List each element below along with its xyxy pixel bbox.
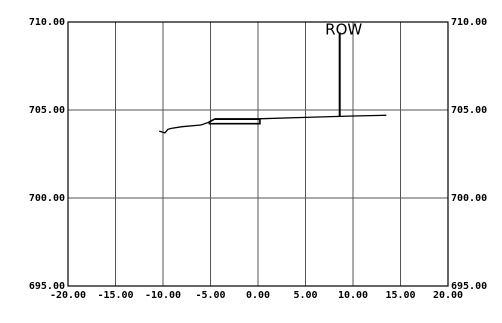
plot-frame — [67, 21, 449, 287]
x-tick-label-4: 0.00 — [246, 290, 270, 301]
y-tick-label-left-1: 700.00 — [29, 193, 65, 204]
x-tick-label-2: -10.00 — [145, 290, 181, 301]
annotations: ROW — [325, 21, 362, 118]
x-tick-label-8: 20.00 — [433, 290, 463, 301]
x-tick-label-0: -20.00 — [50, 290, 86, 301]
x-tick-label-3: -5.00 — [195, 290, 225, 301]
plot-border — [67, 21, 449, 287]
gridlines — [68, 22, 448, 286]
y-tick-label-right-1: 700.00 — [451, 193, 487, 204]
x-tick-label-7: 15.00 — [385, 290, 415, 301]
y-tick-label-right-2: 705.00 — [451, 105, 487, 116]
y-tick-label-left-3: 710.00 — [29, 17, 65, 28]
x-tick-label-6: 10.00 — [338, 290, 368, 301]
y-tick-label-right-0: 695.00 — [451, 281, 487, 292]
y-tick-labels: 695.00 695.00 700.00 700.00 705.00 705.00 710.… — [29, 17, 487, 292]
annotation-label-0: ROW — [325, 21, 362, 39]
series-line-0 — [159, 114, 387, 134]
y-tick-label-right-3: 710.00 — [451, 17, 487, 28]
x-tick-label-1: -15.00 — [97, 290, 133, 301]
series-group — [159, 114, 387, 134]
x-tick-label-5: 5.00 — [293, 290, 317, 301]
y-tick-label-left-2: 705.00 — [29, 105, 65, 116]
x-tick-labels: -20.00 -15.00 -10.00 -5.00 0.00 5.00 10.00 15.0… — [50, 290, 463, 301]
series-line-1 — [208, 118, 261, 125]
y-tick-label-left-0: 695.00 — [29, 281, 65, 292]
